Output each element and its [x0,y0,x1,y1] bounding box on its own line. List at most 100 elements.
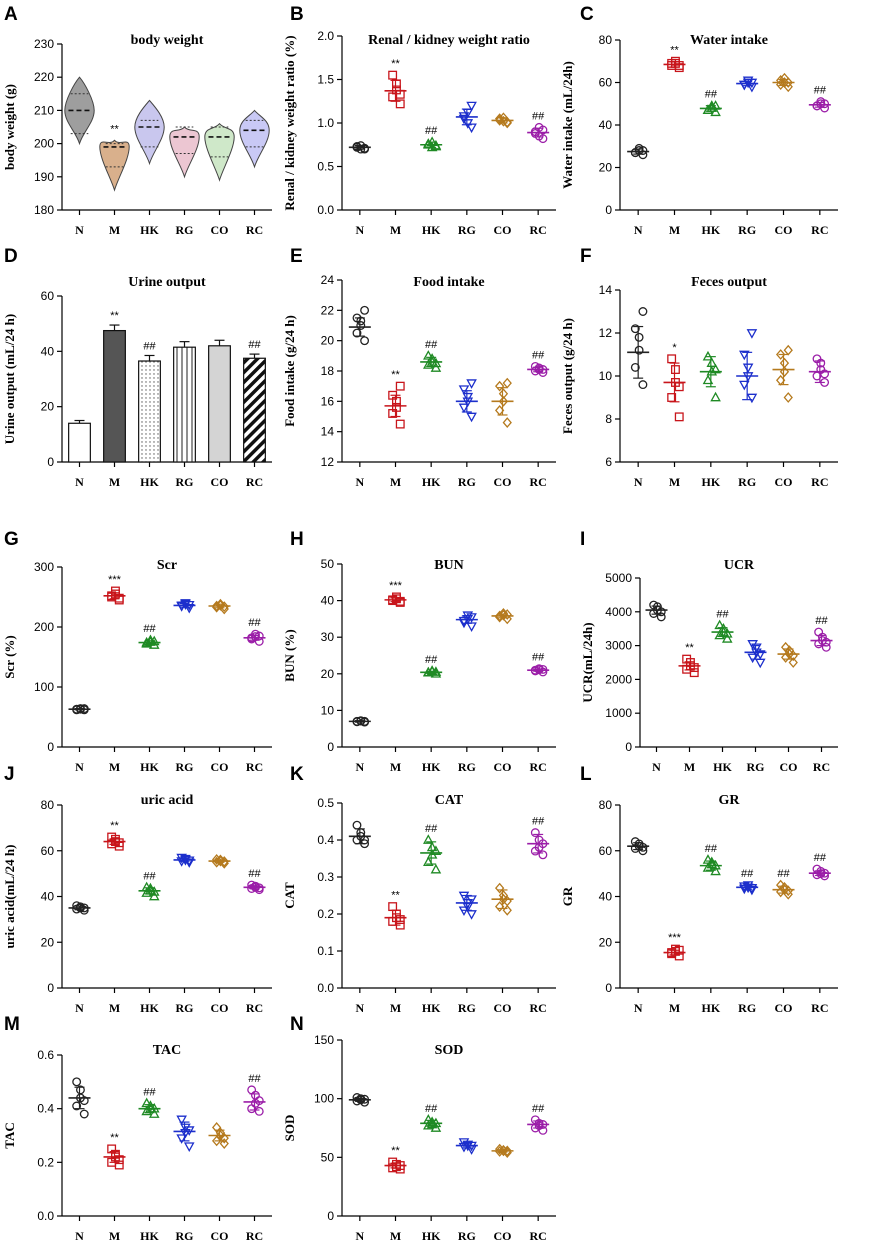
y-axis-label: Renal / kidney weight ratio (%) [282,35,297,210]
chart-title: Scr [157,558,177,573]
bar-rc [243,357,266,463]
data-point-co [498,388,509,400]
x-tick-label: HK [140,1229,159,1243]
data-point-n [656,612,666,622]
x-tick-label: M [390,1229,401,1243]
y-tick-label: 0 [47,455,54,469]
data-point-rg [746,885,758,896]
x-tick-label: RG [738,1001,756,1015]
data-point-rg [466,379,477,389]
significance-label: * [672,342,677,354]
x-tick-label: RG [458,475,476,489]
y-tick-label: 0 [327,1209,334,1223]
x-tick-label: M [109,760,120,774]
significance-label: ## [248,339,261,351]
y-tick-label: 30 [321,630,335,644]
data-point-n [72,1101,82,1111]
significance-label: ** [670,44,679,56]
y-tick-label: 60 [41,844,55,858]
y-axis-label: CAT [282,882,297,909]
panel-f: F Feces output Feces output (g/24 h) 6 8 10 12… [560,246,838,489]
y-tick-label: 14 [599,283,613,297]
panel-label: J [4,764,15,785]
y-tick-label: 5000 [605,571,632,585]
y-tick-label: 40 [41,890,55,904]
data-point-co [780,641,791,653]
y-tick-label: 20 [599,161,613,175]
data-point-n [75,1085,85,1095]
x-tick-label: N [75,1229,84,1243]
chart-title: TAC [153,1043,182,1058]
data-point-co [775,349,786,360]
significance-label: ## [425,125,438,137]
x-tick-label: RC [246,1001,263,1015]
data-point-rg [462,119,474,129]
y-tick-label: 1.5 [317,73,334,87]
y-tick-label: 80 [41,798,55,812]
significance-label: ## [143,1086,156,1098]
data-point-hk [714,619,725,630]
significance-label: ## [425,1103,438,1115]
x-tick-label: M [390,223,401,237]
x-tick-label: N [652,760,661,774]
y-tick-label: 16 [321,394,335,408]
x-tick-label: N [634,475,643,489]
x-tick-label: CO [211,223,229,237]
y-axis-label: uric acid(mL/24 h) [2,845,17,949]
significance-label: ** [391,890,400,902]
significance-label: *** [108,574,122,586]
significance-label: *** [668,932,682,944]
y-tick-label: 0.0 [317,981,334,995]
y-axis-label: Water intake (mL/24h) [560,61,575,189]
panel-label: A [4,4,18,25]
data-point-co [775,74,786,86]
y-tick-label: 0.0 [317,203,334,217]
data-point-co [219,1132,229,1144]
panel-i: I UCR UCR(mL/24h) 0 1000 2000 3000 4000 5000 N M HK… [580,529,838,774]
data-point-hk [710,391,721,402]
data-point-n [638,380,648,390]
x-tick-label: RC [246,223,263,237]
significance-label: ## [143,340,156,352]
data-point-rg [742,363,754,374]
data-point-co [779,357,790,369]
x-tick-label: RG [176,1001,194,1015]
x-tick-label: RG [458,760,476,774]
y-tick-label: 80 [599,798,613,812]
significance-label: ## [532,1103,545,1115]
y-tick-label: 0.1 [317,944,334,958]
y-tick-label: 0.6 [37,1048,54,1062]
y-tick-label: 40 [321,594,335,608]
x-tick-label: M [669,475,680,489]
panel-label: N [290,1014,304,1035]
bar-m [103,329,126,463]
data-point-m [395,381,405,391]
x-tick-label: HK [701,475,720,489]
data-point-rc [254,1096,264,1106]
significance-label: ## [532,349,545,361]
significance-label: ** [391,58,400,70]
y-tick-label: 230 [34,37,54,51]
y-tick-label: 20 [41,935,55,949]
y-tick-label: 6 [605,455,612,469]
y-tick-label: 1.0 [317,116,334,130]
data-point-rg [466,622,477,632]
x-tick-label: RC [529,1001,546,1015]
data-point-n [360,143,370,153]
y-tick-label: 180 [34,203,54,217]
x-tick-label: RC [246,1229,263,1243]
significance-label: ## [143,870,156,882]
bar-hk [138,360,161,463]
significance-label: ## [143,623,156,635]
y-tick-label: 24 [321,273,335,287]
data-point-n [360,336,370,346]
data-point-hk [148,1108,160,1118]
data-point-co [788,657,798,668]
x-tick-label: RC [246,760,263,774]
x-tick-label: RG [176,223,194,237]
panel-m: M TAC TAC 0.0 0.2 0.4 0.6 N M HK RG CO RC ** ## ## [2,1014,272,1243]
panel-d: D Urine output Urine output (mL/24 h) 0 20 40… [2,246,272,489]
x-tick-label: N [355,1001,364,1015]
x-tick-label: RG [176,760,194,774]
y-tick-label: 18 [321,364,335,378]
